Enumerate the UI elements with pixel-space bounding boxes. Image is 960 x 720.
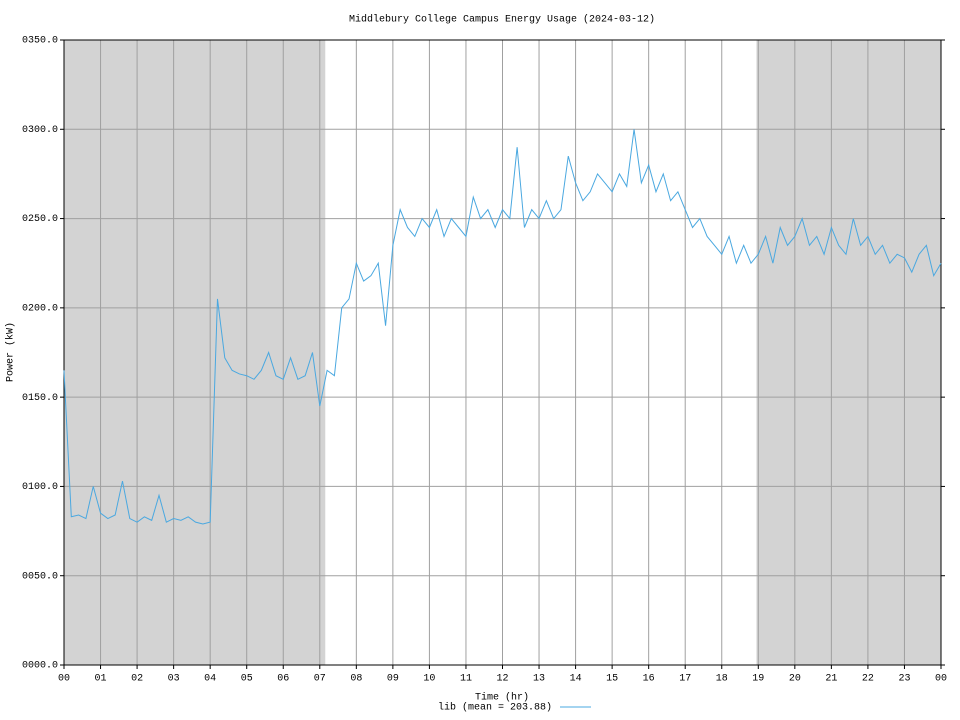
- x-tick-label: 21: [825, 674, 837, 685]
- x-tick-label: 09: [387, 674, 399, 685]
- y-tick-label: 0000.0: [22, 661, 58, 672]
- chart-title: Middlebury College Campus Energy Usage (…: [349, 14, 655, 26]
- x-tick-label: 13: [533, 674, 545, 685]
- x-tick-label: 11: [460, 674, 472, 685]
- x-tick-label: 03: [168, 674, 180, 685]
- x-tick-label: 20: [789, 674, 801, 685]
- y-tick-label: 0250.0: [22, 214, 58, 225]
- x-tick-label: 07: [314, 674, 326, 685]
- x-tick-label: 00: [935, 674, 947, 685]
- x-tick-label: 17: [679, 674, 691, 685]
- x-tick-label: 19: [752, 674, 764, 685]
- plot-frame: [63, 39, 942, 666]
- x-tick-label: 15: [606, 674, 618, 685]
- x-tick-label: 02: [131, 674, 143, 685]
- x-tick-label: 18: [716, 674, 728, 685]
- x-tick-label: 14: [570, 674, 582, 685]
- x-axis-label: Time (hr): [475, 692, 529, 704]
- x-tick-label: 06: [277, 674, 289, 685]
- shaded-region: [64, 40, 326, 665]
- x-tick-label: 23: [898, 674, 910, 685]
- data-line: [63, 129, 942, 525]
- x-tick-label: 22: [862, 674, 874, 685]
- x-tick-label: 05: [241, 674, 253, 685]
- y-axis-label: Power (kW): [5, 322, 17, 382]
- y-tick-label: 0100.0: [22, 482, 58, 493]
- x-tick-label: 12: [496, 674, 508, 685]
- x-tick-label: 08: [350, 674, 362, 685]
- legend-label: lib (mean = 203.88): [438, 702, 552, 714]
- x-tick-label: 04: [204, 674, 216, 685]
- x-tick-label: 00: [58, 674, 70, 685]
- y-tick-label: 0300.0: [22, 125, 58, 136]
- x-tick-label: 10: [423, 674, 435, 685]
- y-tick-label: 0350.0: [22, 36, 58, 47]
- y-tick-label: 0150.0: [22, 393, 58, 404]
- y-tick-label: 0050.0: [22, 571, 58, 582]
- y-tick-label: 0200.0: [22, 303, 58, 314]
- x-tick-label: 16: [643, 674, 655, 685]
- shaded-region: [756, 40, 941, 665]
- x-tick-label: 01: [95, 674, 107, 685]
